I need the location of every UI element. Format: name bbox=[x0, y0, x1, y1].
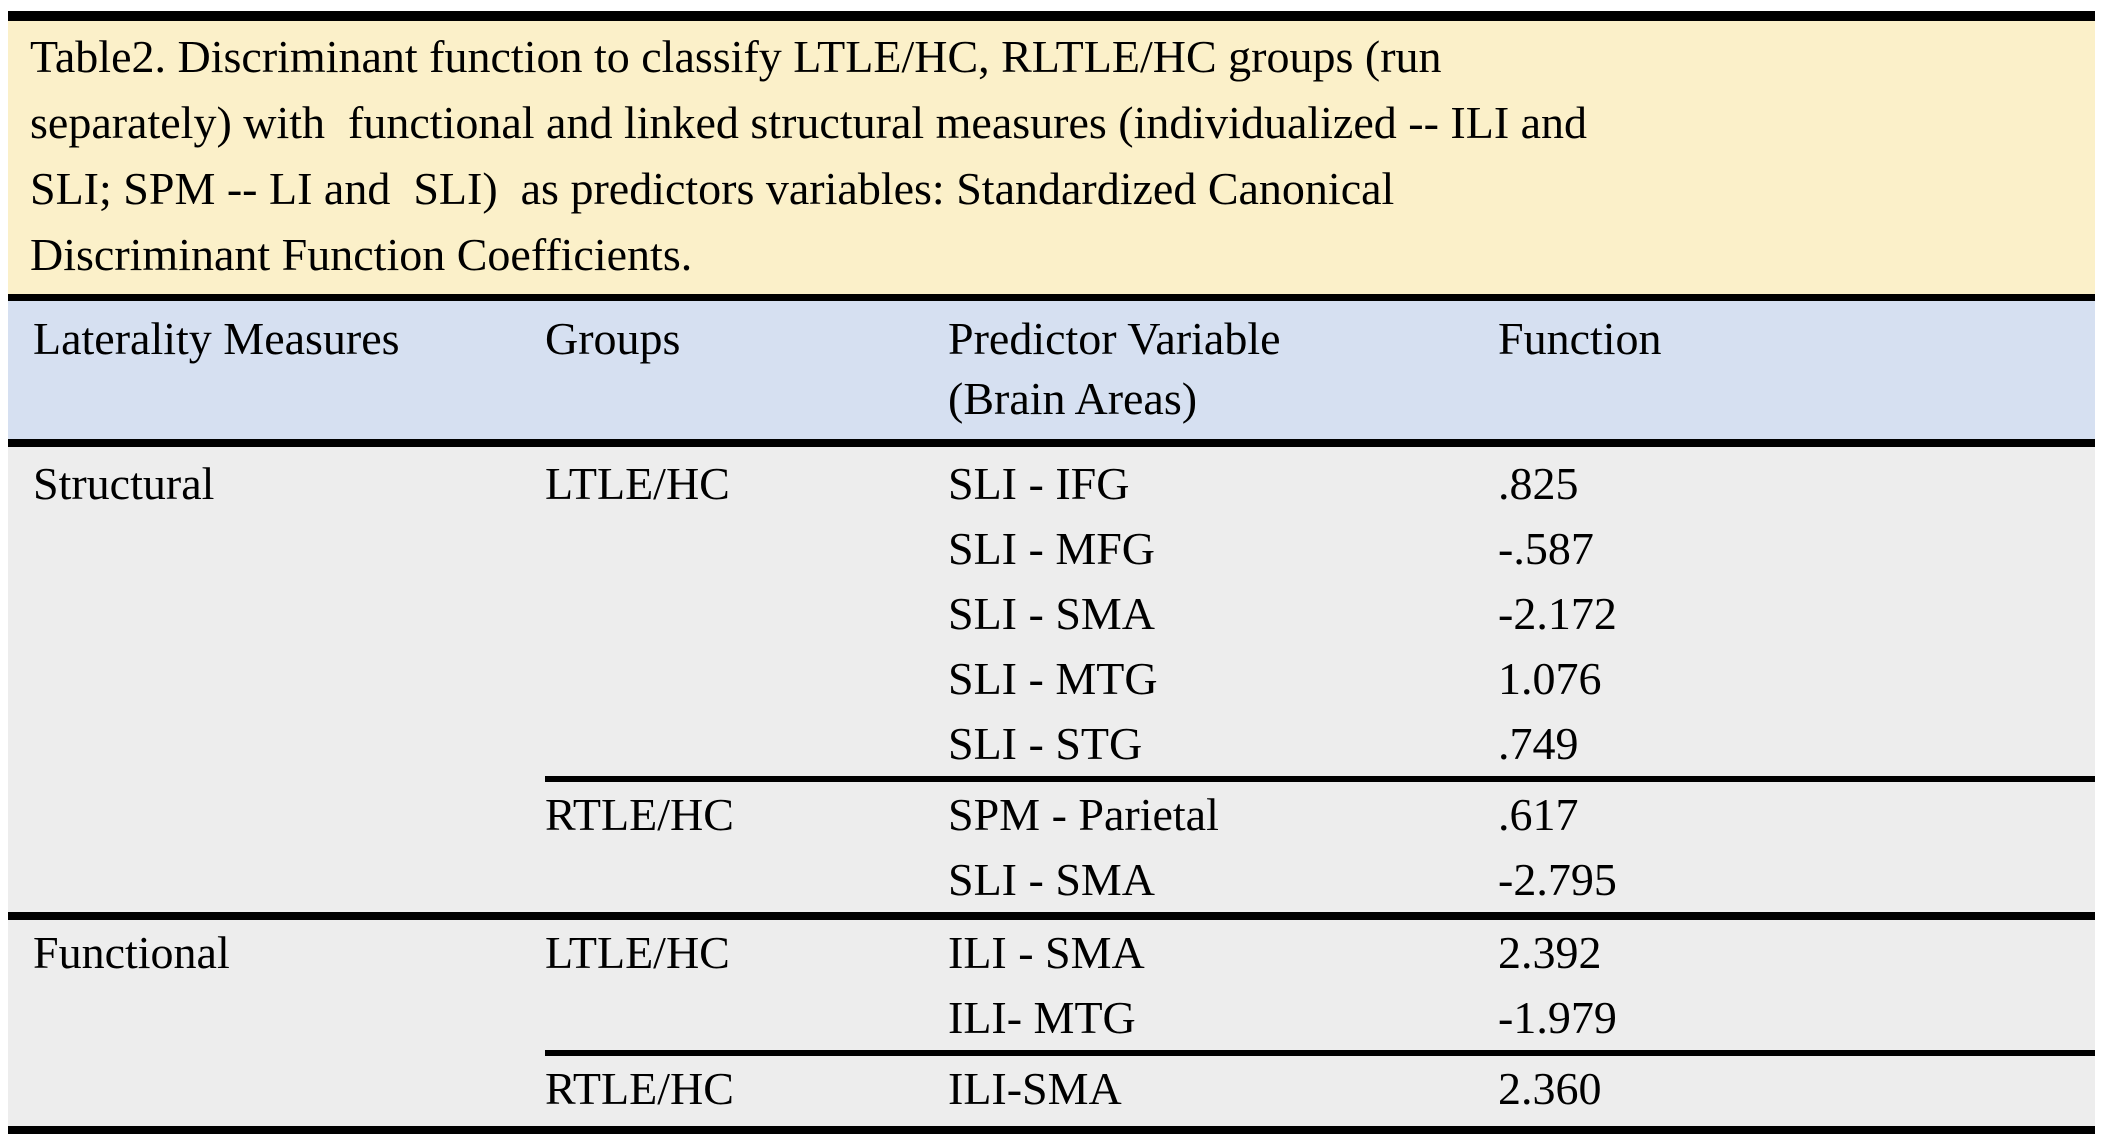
cell-laterality-measure bbox=[8, 711, 545, 779]
cell-predictor: SLI - SMA bbox=[948, 847, 1498, 916]
cell-group bbox=[545, 847, 948, 916]
cell-laterality-measure bbox=[8, 847, 545, 916]
cell-laterality-measure bbox=[8, 779, 545, 847]
table-body: Structural LTLE/HC SLI - IFG .825 SLI - MFG -… bbox=[8, 443, 2095, 1126]
header-label: Predictor Variable bbox=[948, 313, 1281, 364]
table-header: Laterality Measures Groups Predictor Var… bbox=[8, 301, 2095, 447]
col-header-function: Function bbox=[1498, 301, 2095, 447]
cell-laterality-measure: Structural bbox=[8, 443, 545, 516]
cell-group bbox=[545, 516, 948, 581]
cell-predictor: SLI - SMA bbox=[948, 581, 1498, 646]
header-sublabel: (Brain Areas) bbox=[948, 373, 1198, 424]
cell-function-value: -.587 bbox=[1498, 516, 2095, 581]
caption-line: Table2. Discriminant function to classif… bbox=[30, 31, 1442, 82]
table-caption: Table2. Discriminant function to classif… bbox=[8, 21, 2095, 301]
cell-group bbox=[545, 581, 948, 646]
cell-group bbox=[545, 985, 948, 1053]
cell-laterality-measure: Functional bbox=[8, 912, 545, 985]
header-label: Groups bbox=[545, 313, 681, 364]
cell-laterality-measure bbox=[8, 516, 545, 581]
cell-laterality-measure bbox=[8, 646, 545, 711]
cell-function-value: 2.392 bbox=[1498, 912, 2095, 985]
table-row: SLI - STG .749 bbox=[8, 711, 2095, 779]
cell-function-value: -2.795 bbox=[1498, 847, 2095, 916]
data-grid: Laterality Measures Groups Predictor Var… bbox=[8, 301, 2095, 1126]
table-row: SLI - SMA -2.172 bbox=[8, 581, 2095, 646]
table-row: ILI- MTG -1.979 bbox=[8, 985, 2095, 1053]
cell-function-value: 2.360 bbox=[1498, 1050, 2095, 1126]
table-row: Functional LTLE/HC ILI - SMA 2.392 bbox=[8, 912, 2095, 985]
cell-predictor: SLI - MTG bbox=[948, 646, 1498, 711]
col-header-predictor-variable: Predictor Variable (Brain Areas) bbox=[948, 301, 1498, 447]
cell-group: RTLE/HC bbox=[545, 1050, 948, 1126]
col-header-laterality-measures: Laterality Measures bbox=[8, 301, 545, 447]
cell-laterality-measure bbox=[8, 581, 545, 646]
cell-function-value: .749 bbox=[1498, 711, 2095, 779]
cell-predictor: SLI - IFG bbox=[948, 443, 1498, 516]
table-row: SLI - SMA -2.795 bbox=[8, 847, 2095, 916]
col-header-groups: Groups bbox=[545, 301, 948, 447]
cell-function-value: -1.979 bbox=[1498, 985, 2095, 1053]
cell-predictor: ILI- MTG bbox=[948, 985, 1498, 1053]
cell-predictor: SLI - MFG bbox=[948, 516, 1498, 581]
cell-predictor: SPM - Parietal bbox=[948, 776, 1498, 847]
header-row: Laterality Measures Groups Predictor Var… bbox=[8, 301, 2095, 447]
cell-laterality-measure bbox=[8, 1053, 545, 1126]
table-row: SLI - MTG 1.076 bbox=[8, 646, 2095, 711]
cell-function-value: .825 bbox=[1498, 443, 2095, 516]
cell-predictor: ILI-SMA bbox=[948, 1050, 1498, 1126]
cell-function-value: .617 bbox=[1498, 776, 2095, 847]
caption-line: Discriminant Function Coefficients. bbox=[30, 229, 693, 280]
table-row: RTLE/HC ILI-SMA 2.360 bbox=[8, 1050, 2095, 1126]
discriminant-function-table: Table2. Discriminant function to classif… bbox=[8, 11, 2095, 1134]
cell-group bbox=[545, 711, 948, 779]
cell-laterality-measure bbox=[8, 985, 545, 1053]
table-row: RTLE/HC SPM - Parietal .617 bbox=[8, 776, 2095, 847]
cell-function-value: -2.172 bbox=[1498, 581, 2095, 646]
table-row: SLI - MFG -.587 bbox=[8, 516, 2095, 581]
cell-group: LTLE/HC bbox=[545, 912, 948, 985]
cell-predictor: SLI - STG bbox=[948, 711, 1498, 779]
caption-line: separately) with functional and linked s… bbox=[30, 97, 1588, 148]
table-row: Structural LTLE/HC SLI - IFG .825 bbox=[8, 443, 2095, 516]
cell-group: RTLE/HC bbox=[545, 776, 948, 847]
cell-group bbox=[545, 646, 948, 711]
cell-function-value: 1.076 bbox=[1498, 646, 2095, 711]
header-label: Laterality Measures bbox=[33, 313, 400, 364]
cell-group: LTLE/HC bbox=[545, 443, 948, 516]
cell-predictor: ILI - SMA bbox=[948, 912, 1498, 985]
header-label: Function bbox=[1498, 313, 1662, 364]
caption-line: SLI; SPM -- LI and SLI) as predictors va… bbox=[30, 163, 1395, 214]
